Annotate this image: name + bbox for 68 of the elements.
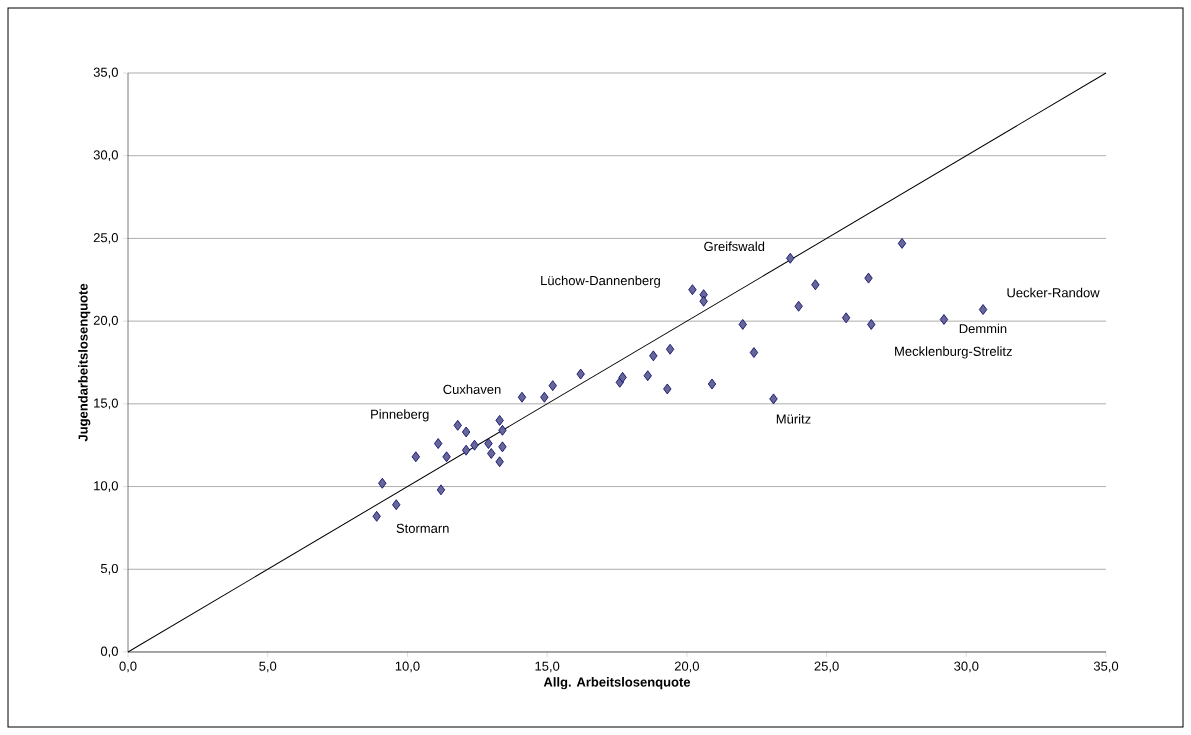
y-tick-label: 10,0 — [94, 481, 118, 492]
point — [618, 371, 627, 383]
point — [411, 451, 420, 463]
annotation: Mecklenburg-Strelitz — [895, 346, 1012, 359]
point — [461, 426, 471, 438]
point — [487, 448, 496, 459]
y-tick-label: 20,0 — [93, 315, 118, 327]
annotation: Uecker-Randow — [1007, 287, 1100, 298]
y-axis-title: Jugendarbeitslosenquote — [78, 283, 91, 442]
point — [665, 343, 675, 355]
point — [576, 368, 585, 380]
x-axis-title: Allg. Arbeitslosenquote — [543, 677, 691, 690]
point — [392, 499, 401, 511]
annotation: Lüchow-Dannenberg — [541, 275, 660, 288]
point — [540, 391, 549, 403]
point — [470, 439, 479, 451]
x-tick-label: 10,0 — [395, 661, 420, 673]
point — [699, 295, 708, 307]
point — [498, 441, 507, 453]
x-tick-label: 20,0 — [674, 661, 700, 673]
point — [643, 370, 652, 382]
point — [649, 350, 658, 362]
annotation: Greifswald — [704, 241, 765, 252]
y-tick-label: 5,0 — [100, 563, 118, 575]
point — [738, 319, 747, 330]
y-tick-label: 15,0 — [94, 398, 118, 410]
point — [434, 438, 443, 449]
annotation: Cuxhaven — [443, 384, 501, 394]
y-tick-label: 30,0 — [93, 150, 118, 162]
y-tick-label: 0,0 — [100, 646, 118, 658]
point — [811, 279, 820, 291]
point — [749, 347, 759, 358]
point — [897, 237, 907, 249]
point — [442, 451, 451, 463]
y-tick-label: 25,0 — [93, 233, 118, 244]
point — [517, 391, 527, 403]
annotation: Demmin — [959, 323, 1007, 334]
point — [495, 414, 504, 426]
point — [769, 393, 778, 405]
point — [372, 510, 381, 522]
x-tick-label: 0,0 — [119, 661, 137, 673]
x-tick-label: 25,0 — [814, 661, 839, 673]
annotation: Müritz — [776, 414, 811, 424]
point — [864, 272, 873, 284]
point — [453, 419, 462, 431]
point — [378, 477, 387, 489]
annotation: Stormarn — [396, 523, 449, 533]
point — [663, 383, 672, 395]
point — [794, 300, 803, 312]
point — [495, 456, 504, 468]
x-tick-label: 5,0 — [259, 661, 277, 673]
point — [484, 438, 493, 449]
point — [461, 444, 471, 456]
x-tick-label: 15,0 — [535, 661, 560, 673]
point — [786, 252, 795, 264]
x-tick-label: 30,0 — [954, 661, 979, 673]
point — [707, 378, 717, 390]
point — [841, 312, 851, 324]
point — [688, 284, 697, 296]
point — [548, 380, 557, 392]
point — [498, 424, 507, 436]
y-tick-label: 35,0 — [93, 67, 118, 79]
annotation: Pinneberg — [371, 409, 429, 422]
point — [939, 314, 949, 325]
point — [867, 319, 876, 330]
point — [436, 484, 446, 496]
x-tick-label: 35,0 — [1093, 661, 1119, 673]
point — [978, 304, 988, 315]
